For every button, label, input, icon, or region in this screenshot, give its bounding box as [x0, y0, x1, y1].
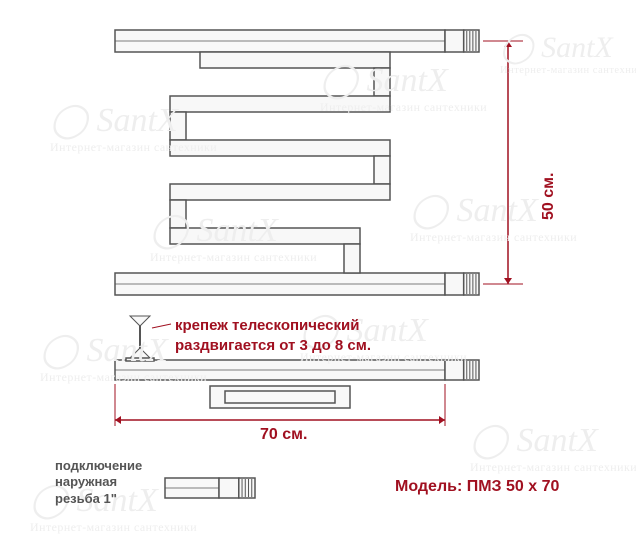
conn-line3: резьба 1"	[55, 491, 142, 507]
dimension-height-label: 50 см.	[540, 173, 558, 220]
dimension-width-label: 70 см.	[260, 426, 307, 444]
mount-annotation: крепеж телескопический раздвигается от 3…	[175, 316, 371, 355]
connection-annotation: подключение наружная резьба 1"	[55, 458, 142, 507]
technical-drawing-svg	[0, 0, 636, 530]
conn-line1: подключение	[55, 458, 142, 474]
model-label: Модель: ПМЗ 50 х 70	[395, 478, 559, 496]
mount-line2: раздвигается от 3 до 8 см.	[175, 336, 371, 356]
diagram-canvas: ◯ SantXИнтернет-магазин сантехники◯ Sant…	[0, 0, 636, 530]
mount-line1: крепеж телескопический	[175, 316, 371, 336]
conn-line2: наружная	[55, 474, 142, 490]
